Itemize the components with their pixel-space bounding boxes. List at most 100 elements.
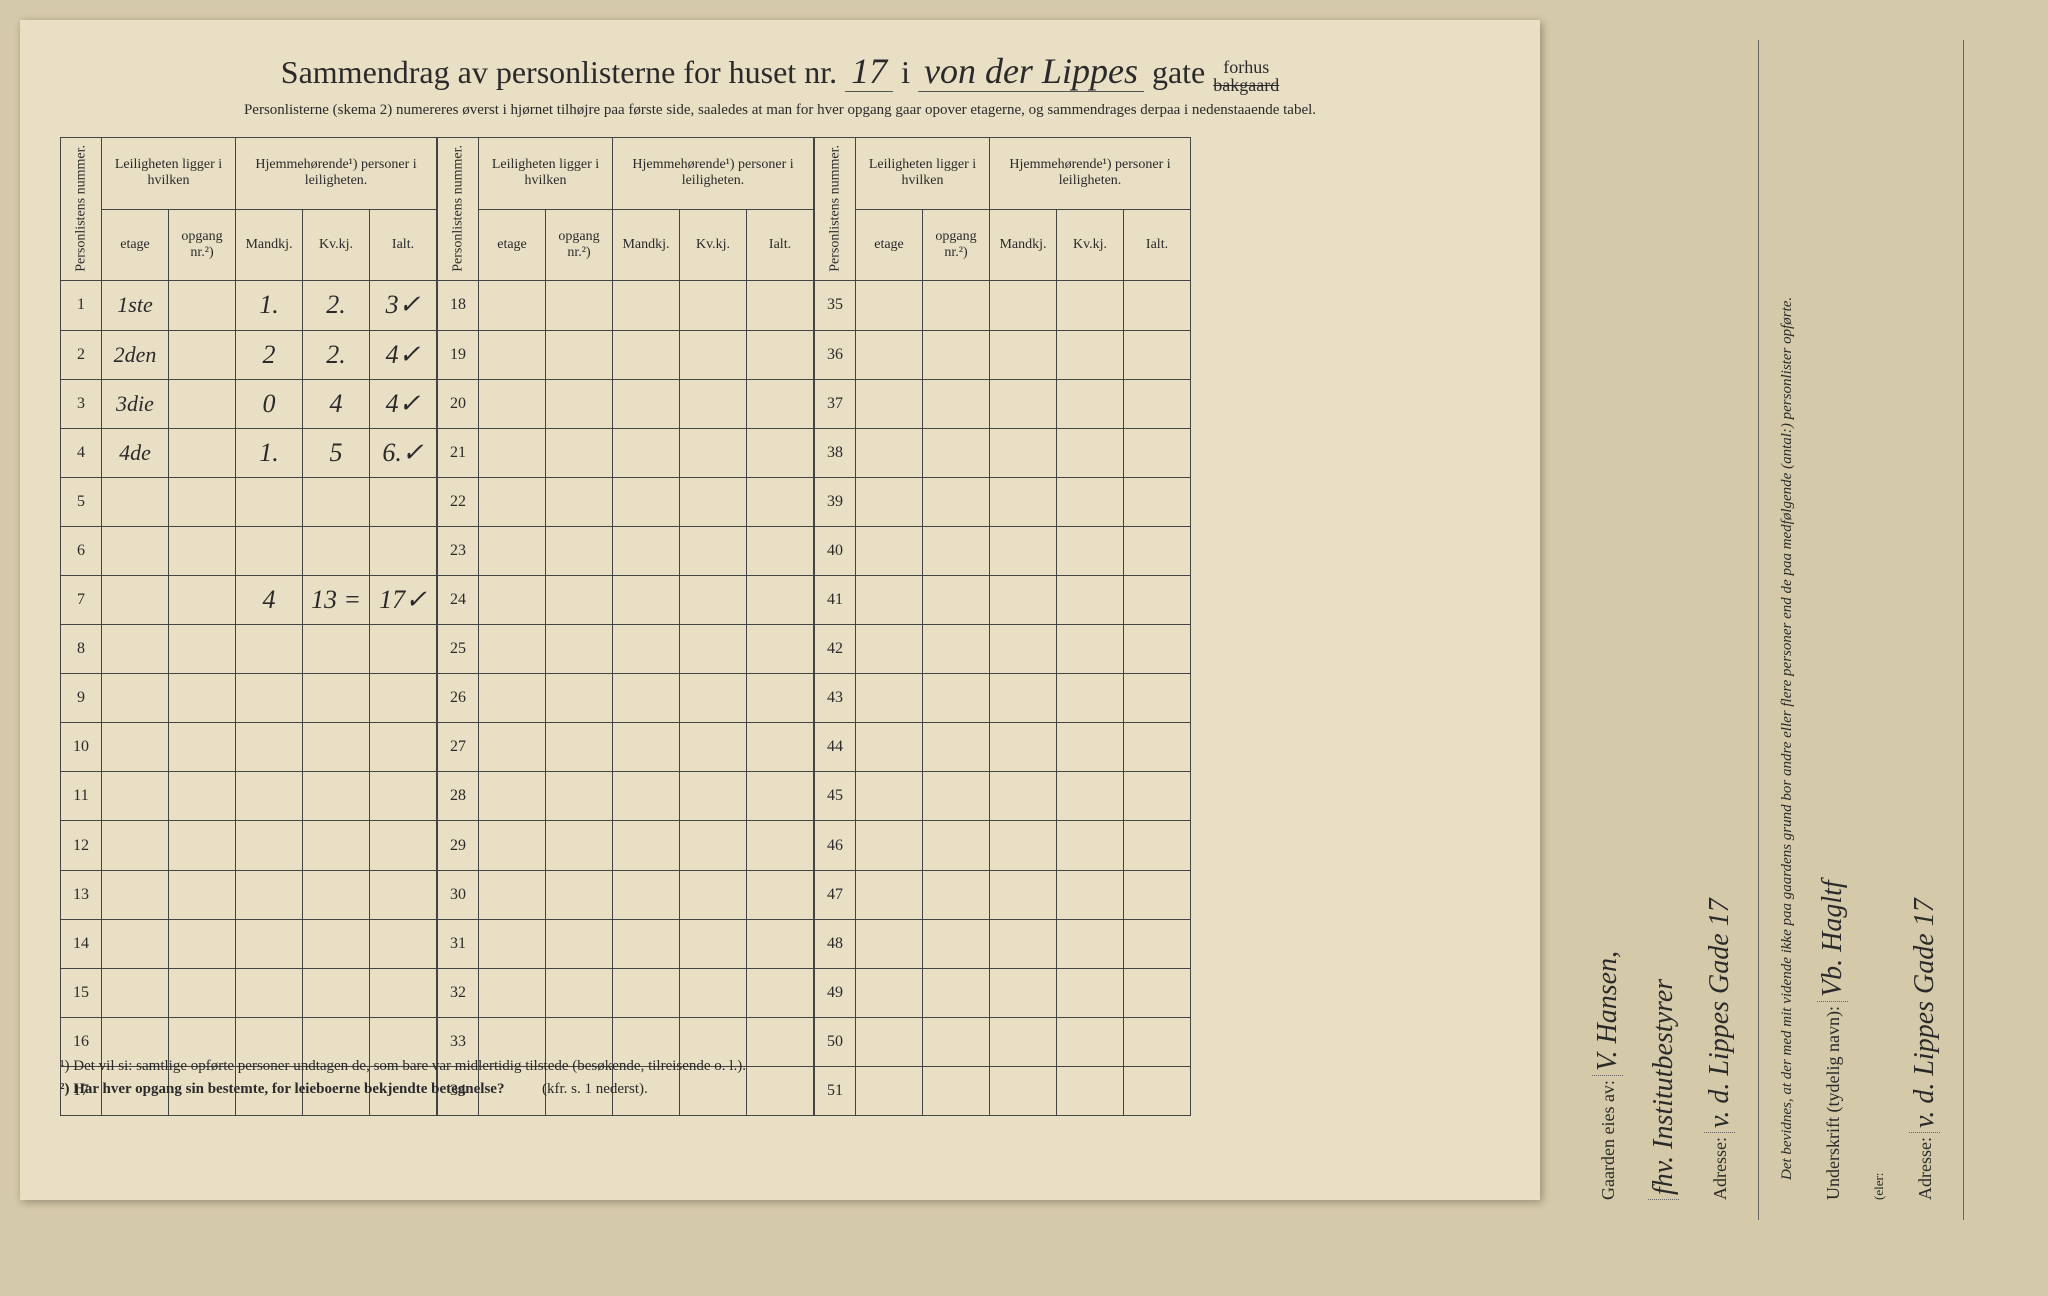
cell-m <box>990 526 1057 575</box>
col-opgang: opgang nr.²) <box>546 209 613 281</box>
cell-t <box>1124 821 1191 870</box>
table-row: 6 <box>61 526 437 575</box>
cell-etage <box>102 870 169 919</box>
row-number: 22 <box>438 477 479 526</box>
row-number: 2 <box>61 330 102 379</box>
cell-opgang <box>923 674 990 723</box>
cell-etage <box>102 576 169 625</box>
owner-address-label: Adresse: <box>1710 1137 1730 1200</box>
cell-opgang <box>923 576 990 625</box>
cell-opgang <box>169 968 236 1017</box>
col-mandkj: Mandkj. <box>613 209 680 281</box>
cell-k <box>680 428 747 477</box>
cell-etage <box>479 870 546 919</box>
cell-t <box>747 1017 814 1066</box>
cell-opgang <box>169 674 236 723</box>
cell-t <box>1124 477 1191 526</box>
cell-t <box>747 772 814 821</box>
cell-etage <box>479 576 546 625</box>
cell-m <box>613 379 680 428</box>
cell-etage <box>856 379 923 428</box>
row-number: 10 <box>61 723 102 772</box>
cell-etage <box>856 1066 923 1115</box>
row-number: 49 <box>815 968 856 1017</box>
col-etage: etage <box>856 209 923 281</box>
cell-opgang <box>923 870 990 919</box>
cell-t <box>747 576 814 625</box>
cell-opgang <box>546 428 613 477</box>
col-hjemme: Hjemmehørende¹) personer i leiligheten. <box>236 137 437 209</box>
cell-k <box>303 674 370 723</box>
cell-m <box>990 625 1057 674</box>
cell-etage <box>856 821 923 870</box>
eler-label: (eler: <box>1871 1173 1886 1200</box>
row-number: 14 <box>61 919 102 968</box>
cell-k <box>680 281 747 330</box>
table-row: 27 <box>438 723 814 772</box>
cell-opgang <box>923 1017 990 1066</box>
col-hjemme: Hjemmehørende¹) personer i leiligheten. <box>990 137 1191 209</box>
table-row: 9 <box>61 674 437 723</box>
table-row: 13 <box>61 870 437 919</box>
cell-opgang <box>923 723 990 772</box>
table-row: 36 <box>815 330 1191 379</box>
cell-opgang <box>546 625 613 674</box>
col-etage: etage <box>479 209 546 281</box>
document-page: Sammendrag av personlisterne for huset n… <box>20 20 1540 1200</box>
cell-t <box>747 330 814 379</box>
cell-k <box>1057 674 1124 723</box>
row-number: 3 <box>61 379 102 428</box>
cell-k <box>1057 1017 1124 1066</box>
attestation-text: Det bevidnes, at der med mit vidende ikk… <box>1771 277 1803 1200</box>
cell-k <box>1057 968 1124 1017</box>
cell-etage <box>856 428 923 477</box>
table-row: 47 <box>815 870 1191 919</box>
cell-t <box>370 919 437 968</box>
cell-etage <box>102 772 169 821</box>
cell-m <box>236 772 303 821</box>
cell-k <box>680 576 747 625</box>
cell-opgang <box>169 576 236 625</box>
cell-t <box>1124 281 1191 330</box>
cell-k <box>680 821 747 870</box>
table-row: 37 <box>815 379 1191 428</box>
cell-opgang <box>546 330 613 379</box>
row-number: 42 <box>815 625 856 674</box>
cell-m <box>613 526 680 575</box>
cell-opgang <box>169 772 236 821</box>
census-tables: Personlistens nummer. Leiligheten ligger… <box>60 137 1500 1047</box>
table-row: 15 <box>61 968 437 1017</box>
cell-k: 4 <box>303 379 370 428</box>
cell-t <box>747 428 814 477</box>
col-ialt: Ialt. <box>370 209 437 281</box>
cell-m <box>613 428 680 477</box>
cell-k: 2. <box>303 330 370 379</box>
cell-k <box>680 330 747 379</box>
cell-t <box>370 968 437 1017</box>
cell-k: 13 = <box>303 576 370 625</box>
cell-k: 5 <box>303 428 370 477</box>
row-number: 9 <box>61 674 102 723</box>
col-ialt: Ialt. <box>1124 209 1191 281</box>
table-row: 44de1.56.✓ <box>61 428 437 477</box>
cell-k <box>303 723 370 772</box>
table-row: 32 <box>438 968 814 1017</box>
row-number: 51 <box>815 1066 856 1115</box>
cell-k <box>1057 723 1124 772</box>
cell-t: 4✓ <box>370 379 437 428</box>
row-number: 27 <box>438 723 479 772</box>
cell-t <box>747 625 814 674</box>
col-mandkj: Mandkj. <box>990 209 1057 281</box>
handwritten-value: 1ste <box>117 292 152 317</box>
row-number: 35 <box>815 281 856 330</box>
col-personlist-nr: Personlistens nummer. <box>815 137 856 281</box>
row-number: 5 <box>61 477 102 526</box>
cell-etage <box>102 477 169 526</box>
cell-t <box>1124 1066 1191 1115</box>
cell-etage <box>102 968 169 1017</box>
cell-etage <box>102 919 169 968</box>
cell-k <box>1057 330 1124 379</box>
cell-k <box>1057 821 1124 870</box>
row-number: 48 <box>815 919 856 968</box>
cell-etage <box>479 281 546 330</box>
